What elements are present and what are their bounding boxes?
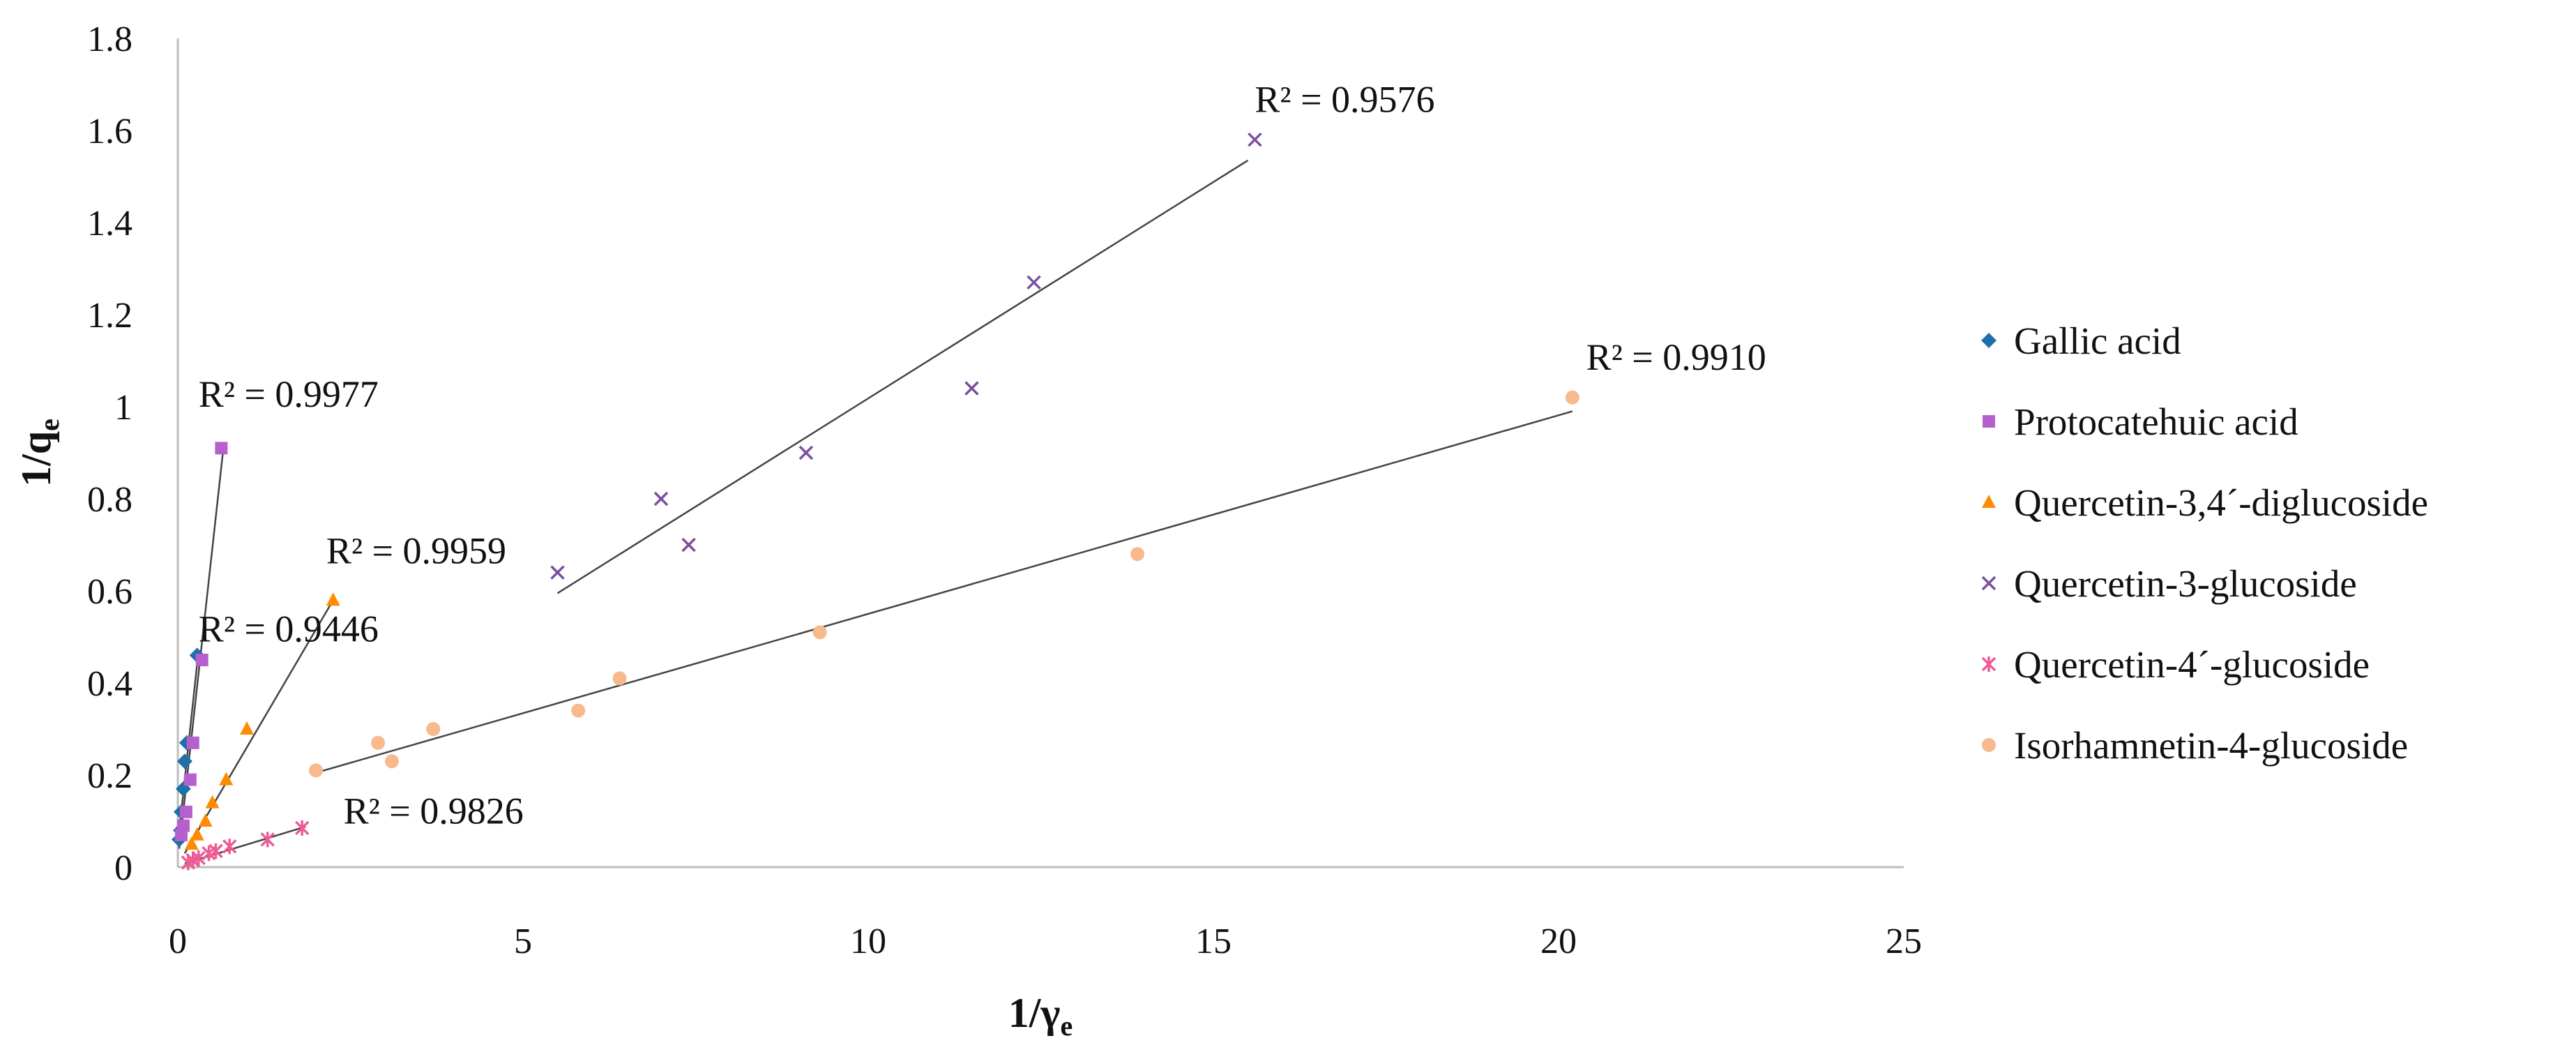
legend-marker-quercetin-4-glucoside: [1981, 656, 1997, 672]
data-point-quercetin-3-glucoside: [1248, 132, 1262, 147]
data-point-quercetin-3-4-diglucoside: [205, 795, 220, 809]
data-point-quercetin-3-glucoside: [550, 565, 565, 580]
data-point-isorhamnetin-4-glucoside: [426, 722, 441, 736]
y-tick-label: 0: [114, 848, 132, 888]
data-point-quercetin-3-4-diglucoside: [240, 721, 254, 735]
y-tick-label: 1: [114, 388, 132, 428]
data-point-isorhamnetin-4-glucoside: [371, 735, 386, 750]
data-point-quercetin-3-glucoside: [681, 537, 696, 553]
y-tick-label: 0.8: [87, 480, 132, 520]
data-point-quercetin-3-glucoside: [798, 445, 814, 460]
data-point-quercetin-4-glucoside: [209, 843, 223, 859]
data-point-quercetin-4-glucoside: [294, 820, 310, 836]
trendline-isorhamnetin-4-glucoside: [315, 410, 1573, 774]
x-tick-label: 5: [514, 922, 532, 961]
legend-label-protocatehuic-acid: Protocatehuic acid: [2014, 400, 2298, 443]
r-squared-label-protocatehuic-acid: R² = 0.9977: [199, 373, 379, 415]
data-point-isorhamnetin-4-glucoside: [384, 754, 399, 769]
data-point-isorhamnetin-4-glucoside: [309, 763, 323, 778]
x-tick-label: 10: [850, 922, 886, 961]
data-point-quercetin-3-4-diglucoside: [190, 827, 204, 841]
legend-label-quercetin-3-4-diglucoside: Quercetin-3,4´-diglucoside: [2014, 481, 2428, 524]
data-point-isorhamnetin-4-glucoside: [1130, 547, 1145, 562]
y-axis-title: 1/qe: [13, 419, 65, 487]
axes: [176, 38, 1904, 869]
legend-label-gallic-acid: Gallic acid: [2014, 320, 2181, 362]
x-tick-label: 0: [169, 922, 187, 961]
r-squared-label-quercetin-3-glucoside: R² = 0.9576: [1255, 79, 1434, 121]
x-tick-labels: 0 5 10 15 20 25: [169, 922, 1922, 961]
data-point-quercetin-3-glucoside: [653, 491, 669, 506]
data-point-protocatehuic-acid: [195, 654, 209, 666]
legend-marker-quercetin-3-4-diglucoside: [1982, 495, 1996, 508]
x-axis-title: 1/γe: [1008, 990, 1073, 1042]
legend-marker-isorhamnetin-4-glucoside: [1982, 738, 1996, 752]
data-point-quercetin-3-4-diglucoside: [184, 836, 199, 850]
data-points: [171, 132, 1579, 871]
y-tick-label: 1.6: [87, 112, 132, 151]
y-tick-label: 0.4: [87, 664, 132, 704]
data-point-protocatehuic-acid: [215, 442, 228, 455]
data-point-quercetin-3-4-diglucoside: [326, 592, 340, 606]
y-tick-label: 1.8: [87, 20, 132, 59]
r-squared-label-isorhamnetin-4-glucoside: R² = 0.9910: [1586, 336, 1766, 378]
x-tick-label: 20: [1540, 922, 1577, 961]
data-point-quercetin-4-glucoside: [191, 850, 206, 866]
data-point-quercetin-3-4-diglucoside: [219, 772, 234, 786]
data-point-quercetin-3-4-diglucoside: [198, 813, 213, 827]
y-tick-label: 0.6: [87, 572, 132, 612]
data-point-quercetin-3-glucoside: [1026, 275, 1041, 290]
x-tick-label: 25: [1886, 922, 1922, 961]
data-point-protocatehuic-acid: [176, 819, 190, 832]
data-point-protocatehuic-acid: [183, 773, 197, 786]
trendline-quercetin-3-4-diglucoside: [183, 599, 334, 854]
legend-label-isorhamnetin-4-glucoside: Isorhamnetin-4-glucoside: [2014, 724, 2408, 767]
trendline-quercetin-3-glucoside: [556, 159, 1249, 594]
x-tick-label: 15: [1195, 922, 1232, 961]
legend-marker-gallic-acid: [1981, 333, 1997, 348]
data-point-isorhamnetin-4-glucoside: [812, 625, 827, 640]
data-point-isorhamnetin-4-glucoside: [612, 671, 627, 686]
data-point-protocatehuic-acid: [186, 736, 199, 749]
r-squared-labels: R² = 0.9446 R² = 0.9977 R² = 0.9959 R² = 0.…: [199, 79, 1766, 832]
y-tick-label: 1.4: [87, 204, 132, 243]
data-point-quercetin-4-glucoside: [222, 839, 237, 855]
r-squared-label-quercetin-3-4-diglucoside: R² = 0.9959: [326, 530, 506, 571]
data-point-isorhamnetin-4-glucoside: [571, 703, 586, 718]
legend-label-quercetin-4-glucoside: Quercetin-4´-glucoside: [2014, 643, 2370, 686]
y-tick-label: 0.2: [87, 756, 132, 796]
r-squared-label-quercetin-4-glucoside: R² = 0.9826: [344, 790, 524, 832]
legend-label-quercetin-3-glucoside: Quercetin-3-glucoside: [2014, 562, 2357, 605]
y-tick-labels: 0 0.2 0.4 0.6 0.8 1 1.2 1.4 1.6 1.8: [87, 20, 132, 888]
y-tick-label: 1.2: [87, 296, 132, 336]
legend-marker-protocatehuic-acid: [1983, 415, 1995, 428]
data-point-quercetin-4-glucoside: [260, 832, 275, 848]
data-point-gallic-acid: [176, 753, 192, 769]
r-squared-label-gallic-acid: R² = 0.9446: [199, 608, 379, 650]
legend: Gallic acid Protocatehuic acid Quercetin-3…: [1981, 320, 2428, 767]
legend-marker-quercetin-3-glucoside: [1981, 576, 1997, 591]
data-point-isorhamnetin-4-glucoside: [1565, 390, 1579, 405]
data-point-quercetin-3-glucoside: [964, 381, 979, 396]
data-point-protocatehuic-acid: [179, 805, 192, 818]
